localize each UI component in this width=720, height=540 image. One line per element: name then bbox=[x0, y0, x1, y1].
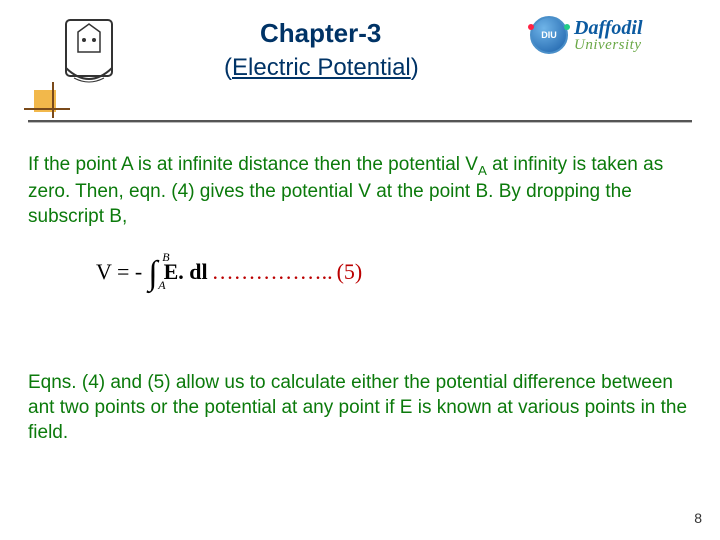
eq-lhs: V = - bbox=[96, 259, 142, 285]
logo-badge-icon: DIU bbox=[530, 16, 568, 54]
university-logo: DIU Daffodil University bbox=[530, 14, 700, 56]
para1-subscript: A bbox=[478, 163, 487, 178]
equation-5: V = - ∫ B A E. dl …………….. (5) bbox=[96, 256, 362, 287]
logo-line1: Daffodil bbox=[574, 18, 643, 38]
paragraph-1: If the point A is at infinite distance t… bbox=[28, 152, 692, 230]
logo-badge-text: DIU bbox=[541, 30, 557, 40]
divider bbox=[28, 120, 692, 122]
eq-lower-limit: A bbox=[158, 278, 165, 293]
paren-close: ) bbox=[411, 54, 419, 81]
integral-icon: ∫ B A bbox=[148, 256, 157, 287]
eq-number: (5) bbox=[337, 259, 363, 285]
eq-integrand: E. dl bbox=[164, 259, 208, 285]
chapter-subtitle: (Electric Potential) bbox=[224, 54, 419, 82]
page-number: 8 bbox=[694, 510, 702, 526]
paren-open: ( bbox=[224, 54, 232, 81]
eq-upper-limit: B bbox=[162, 250, 169, 265]
chapter-title: Chapter-3 bbox=[260, 18, 381, 49]
logo-text: Daffodil University bbox=[574, 18, 643, 53]
header: Chapter-3 (Electric Potential) DIU Daffo… bbox=[0, 0, 720, 120]
subtitle-text: Electric Potential bbox=[232, 54, 411, 81]
para1-pre: If the point A is at infinite distance t… bbox=[28, 154, 478, 175]
eq-dots: …………….. bbox=[212, 259, 333, 285]
slide: Chapter-3 (Electric Potential) DIU Daffo… bbox=[0, 0, 720, 540]
institution-emblem bbox=[60, 18, 118, 90]
logo-line2: University bbox=[574, 38, 643, 53]
bullet-decoration-icon bbox=[28, 84, 58, 114]
paragraph-2: Eqns. (4) and (5) allow us to calculate … bbox=[28, 370, 692, 445]
